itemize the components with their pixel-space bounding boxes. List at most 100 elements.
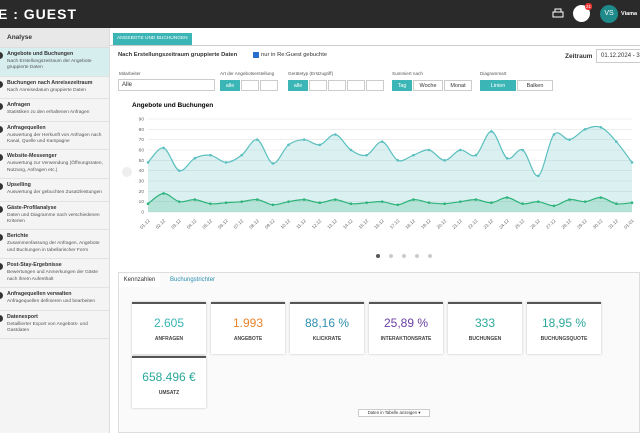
- button[interactable]: Woche: [413, 80, 443, 91]
- x-tick-label: 01.01: [623, 218, 635, 230]
- icon-button[interactable]: [309, 80, 327, 91]
- pager-dot[interactable]: [415, 254, 419, 258]
- point: [365, 153, 368, 157]
- point: [412, 198, 415, 201]
- sidebar-item[interactable]: Upselling Auswertung der gebuchten Zusatz…: [0, 179, 109, 202]
- item-title: Berichte: [7, 233, 29, 240]
- pager-dot[interactable]: [376, 254, 380, 258]
- checkbox[interactable]: [253, 52, 259, 58]
- employee-select[interactable]: Alle: [118, 79, 215, 91]
- table-button[interactable]: Daten in Tabelle anzeigen ▾: [358, 409, 430, 417]
- button[interactable]: Linien: [480, 80, 516, 91]
- point: [240, 153, 243, 157]
- point: [240, 200, 243, 203]
- kpi-value: 18,95 %: [541, 316, 587, 330]
- sidebar-item[interactable]: Anfragequellen Auswertung der Herkunft vo…: [0, 122, 109, 151]
- sidebar-item[interactable]: Buchungen nach Anreisezeitraum Nach Anrei…: [0, 77, 109, 100]
- icon: [0, 292, 3, 300]
- x-tick-label: 01.12: [139, 218, 151, 230]
- sidebar-item[interactable]: Berichte Zusammenfassung der Anfragen, An…: [0, 230, 109, 260]
- item-title: Datenexport: [7, 313, 38, 320]
- point: [505, 156, 509, 160]
- x-tick-label: 06.12: [217, 218, 229, 230]
- kpi-tab[interactable]: Buchungstrichter: [170, 277, 216, 283]
- item-title: Post-Stay-Ergebnisse: [7, 262, 62, 269]
- point: [583, 200, 587, 203]
- icon-button[interactable]: [260, 80, 278, 91]
- point: [287, 143, 290, 147]
- icon-button[interactable]: [347, 80, 365, 91]
- icon-button[interactable]: [241, 80, 259, 91]
- item-desc: Detaillierter Export von Angebots- und G…: [7, 321, 88, 333]
- y-tick-label: 40: [139, 168, 145, 174]
- sidebar-item[interactable]: Website-Messenger Auswertung zur Verwendu…: [0, 150, 109, 180]
- icon-button[interactable]: [366, 80, 384, 91]
- point: [146, 202, 150, 206]
- item-desc: Anfragequellen definieren und bearbeiten: [7, 299, 96, 305]
- badge: 21: [585, 3, 593, 10]
- x-tick-label: 10.12: [280, 218, 292, 230]
- x-tick-label: 14.12: [342, 218, 354, 230]
- sidebar-item[interactable]: Post-Stay-Ergebnisse Bewertungen und Anme…: [0, 259, 109, 289]
- kpi-value: 2.605: [153, 316, 185, 330]
- item-desc: Auswertung zur Verwendung (Öffnungsraten…: [7, 161, 103, 173]
- point: [599, 196, 603, 199]
- icon-button[interactable]: [328, 80, 346, 91]
- sidebar-item[interactable]: Gäste-Profilanalyse Daten und Diagramme n…: [0, 202, 109, 231]
- x-tick-label: 07.12: [233, 218, 245, 230]
- button[interactable]: Tag: [392, 80, 412, 91]
- point: [427, 148, 431, 152]
- point: [271, 162, 275, 165]
- kpi-tab[interactable]: Kennzahlen: [119, 273, 160, 287]
- pager-dot[interactable]: [402, 254, 406, 258]
- button[interactable]: alle: [220, 80, 240, 91]
- kpi-value: 658.496 €: [142, 370, 196, 384]
- point: [365, 201, 368, 204]
- icon: [0, 234, 3, 242]
- sidebar-item[interactable]: Anfragequellen verwalten Anfragequellen d…: [0, 288, 109, 311]
- period-input[interactable]: 01.12.2024 - 3: [596, 49, 640, 63]
- avatar[interactable]: VS: [600, 5, 618, 23]
- sidebar-item[interactable]: Anfragen Statistiken zu den erhaltenen An…: [0, 99, 109, 122]
- kpi-value: 333: [474, 316, 496, 330]
- icon: [0, 80, 3, 88]
- sidebar: Analyse Angebote und Buchungen Nach Erste…: [0, 28, 110, 433]
- icon: [0, 314, 3, 322]
- point: [302, 138, 306, 141]
- point: [458, 200, 462, 203]
- point: [396, 203, 400, 207]
- kpi-value: 25,89 %: [383, 316, 429, 330]
- point: [521, 148, 525, 152]
- sidebar-item[interactable]: Datenexport Detaillierter Export von Ange…: [0, 311, 109, 340]
- x-tick-label: 30.12: [592, 218, 604, 230]
- pager-dot[interactable]: [389, 254, 393, 258]
- point: [443, 202, 446, 206]
- x-tick-label: 04.12: [186, 218, 198, 230]
- pager-dot[interactable]: [428, 254, 432, 258]
- point: [271, 203, 275, 207]
- point: [334, 198, 337, 201]
- point: [349, 202, 353, 206]
- point: [334, 133, 337, 136]
- sidebar-title: Analyse: [0, 28, 109, 48]
- tab[interactable]: ANGEBOTE UND BUCHUNGEN: [113, 33, 192, 45]
- kpi-card: 25,89 % INTERAKTIONSRATE: [369, 302, 443, 354]
- item-desc: Auswertung der Herkunft von Anfragen nac…: [7, 132, 102, 145]
- prev-arrow[interactable]: [122, 167, 132, 177]
- point: [255, 198, 259, 201]
- sidebar-item[interactable]: Angebote und Buchungen Nach Erstellungsze…: [0, 48, 109, 77]
- point: [537, 174, 540, 178]
- x-tick-label: 23.12: [483, 218, 495, 230]
- print-icon[interactable]: [552, 8, 564, 20]
- point: [427, 201, 431, 204]
- point: [505, 196, 509, 199]
- x-tick-label: 25.12: [514, 218, 526, 230]
- button[interactable]: Balken: [517, 80, 553, 91]
- item-desc: Daten und Diagramme nach verschiedenen K…: [7, 212, 100, 225]
- point: [412, 153, 415, 157]
- area: [148, 193, 632, 212]
- button[interactable]: alle: [288, 80, 308, 91]
- point: [630, 161, 634, 164]
- button[interactable]: Monat: [444, 80, 472, 91]
- kpi-label: KLICKRATE: [312, 336, 342, 342]
